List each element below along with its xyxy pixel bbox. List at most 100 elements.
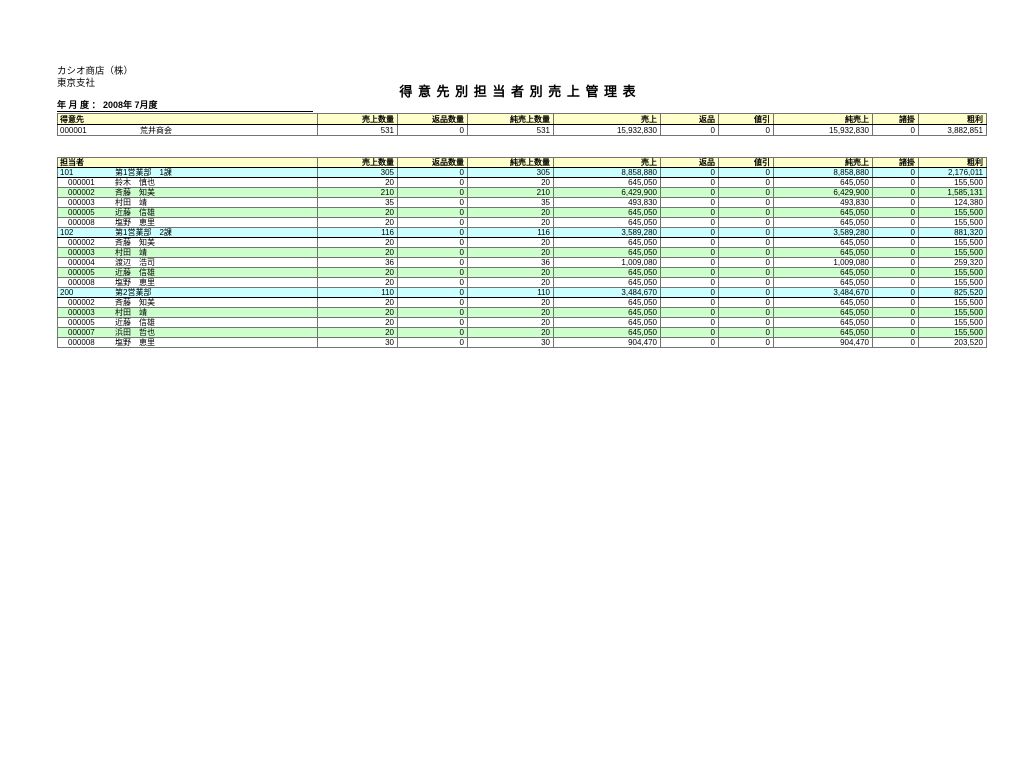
value-cell: 0	[872, 217, 919, 228]
column-header: 返品数量	[397, 157, 468, 168]
value-cell: 0	[397, 287, 468, 298]
value-cell: 0	[397, 337, 468, 348]
row-name: 塩野 恵里	[115, 218, 155, 227]
value-cell: 645,050	[553, 327, 661, 338]
value-cell: 0	[872, 247, 919, 258]
value-cell: 203,520	[918, 337, 987, 348]
row-key-cell: 000002 斉藤 知美	[57, 237, 318, 248]
row-key-cell: 000008 塩野 恵里	[57, 337, 318, 348]
staff-table-header-row: 担当者 売上数量 返品数量 純売上数量 売上 返品 値引 純売上 諸掛 粗利	[57, 157, 987, 168]
value-cell: 645,050	[773, 307, 873, 318]
value-cell: 0	[660, 247, 719, 258]
column-header: 値引	[718, 113, 774, 125]
value-cell: 0	[397, 307, 468, 318]
column-header: 売上数量	[317, 157, 398, 168]
value-cell: 35	[467, 197, 554, 208]
row-key-cell: 102 第1営業部 2課	[57, 227, 318, 238]
table-row: 000002 斉藤 知美 20 0 20 645,050 0 0 645,050 0 155,500	[57, 297, 987, 308]
row-key-cell: 200 第2営業部	[57, 287, 318, 298]
table-row: 000001 鈴木 慎也 20 0 20 645,050 0 0 645,050 0 155,500	[57, 177, 987, 188]
value-cell: 155,500	[918, 297, 987, 308]
value-cell: 0	[718, 327, 774, 338]
value-cell: 155,500	[918, 307, 987, 318]
row-name: 塩野 恵里	[115, 278, 155, 287]
value-cell: 0	[872, 167, 919, 178]
value-cell: 0	[872, 327, 919, 338]
value-cell: 0	[660, 207, 719, 218]
row-name: 村田 靖	[115, 308, 147, 317]
value-cell: 0	[718, 167, 774, 178]
value-cell: 0	[718, 307, 774, 318]
value-cell: 0	[660, 124, 719, 136]
value-cell: 155,500	[918, 247, 987, 258]
value-cell: 0	[397, 247, 468, 258]
value-cell: 0	[660, 297, 719, 308]
value-cell: 645,050	[553, 317, 661, 328]
value-cell: 493,830	[773, 197, 873, 208]
value-cell: 0	[872, 187, 919, 198]
row-name: 村田 靖	[115, 198, 147, 207]
value-cell: 0	[872, 207, 919, 218]
value-cell: 30	[467, 337, 554, 348]
value-cell: 881,320	[918, 227, 987, 238]
column-header-key: 担当者	[57, 157, 318, 168]
value-cell: 20	[317, 247, 398, 258]
value-cell: 0	[872, 124, 919, 136]
value-cell: 0	[718, 337, 774, 348]
value-cell: 20	[467, 327, 554, 338]
row-name: 浜田 哲也	[115, 328, 155, 337]
column-header: 売上	[553, 113, 661, 125]
period-label: 年 月 度 ： 2008年 7月度	[57, 99, 313, 112]
value-cell: 210	[317, 187, 398, 198]
value-cell: 8,858,880	[553, 167, 661, 178]
value-cell: 0	[718, 237, 774, 248]
value-cell: 0	[660, 227, 719, 238]
value-cell: 0	[397, 207, 468, 218]
company-name: カシオ商店（株）	[57, 66, 134, 77]
report-title: 得 意 先 別 担 当 者 別 売 上 管 理 表	[399, 84, 637, 99]
section-row: 200 第2営業部 110 0 110 3,484,670 0 0 3,484,670 0 825,…	[57, 287, 987, 298]
row-key-cell: 000007 浜田 哲也	[57, 327, 318, 338]
column-header: 純売上	[773, 157, 873, 168]
row-code: 000005	[68, 208, 95, 217]
row-key-cell: 101 第1営業部 1課	[57, 167, 318, 178]
value-cell: 20	[317, 307, 398, 318]
value-cell: 0	[660, 237, 719, 248]
value-cell: 0	[718, 277, 774, 288]
value-cell: 3,589,280	[553, 227, 661, 238]
value-cell: 15,932,830	[773, 124, 873, 136]
value-cell: 0	[660, 337, 719, 348]
value-cell: 645,050	[553, 217, 661, 228]
row-code: 200	[60, 288, 74, 297]
row-name: 村田 靖	[115, 248, 147, 257]
value-cell: 3,589,280	[773, 227, 873, 238]
value-cell: 155,500	[918, 267, 987, 278]
row-name: 近藤 信雄	[115, 268, 155, 277]
value-cell: 20	[317, 177, 398, 188]
column-header: 返品	[660, 113, 719, 125]
value-cell: 155,500	[918, 237, 987, 248]
row-name: 塩野 恵里	[115, 338, 155, 347]
table-row: 000004 渡辺 浩司 36 0 36 1,009,080 0 0 1,009,080 0 259…	[57, 257, 987, 268]
value-cell: 0	[718, 197, 774, 208]
table-row: 000005 近藤 信雄 20 0 20 645,050 0 0 645,050 0 155,500	[57, 317, 987, 328]
table-row: 000008 塩野 恵里 30 0 30 904,470 0 0 904,470 0 203,520	[57, 337, 987, 348]
value-cell: 155,500	[918, 277, 987, 288]
value-cell: 20	[317, 327, 398, 338]
value-cell: 155,500	[918, 177, 987, 188]
value-cell: 110	[317, 287, 398, 298]
value-cell: 0	[872, 267, 919, 278]
value-cell: 0	[872, 317, 919, 328]
table-row: 000001 荒井商会 531 0 531 15,932,830 0 0 15,932,830 0…	[57, 124, 987, 136]
company-block: カシオ商店（株） 東京支社	[57, 66, 133, 90]
value-cell: 0	[660, 327, 719, 338]
value-cell: 0	[718, 187, 774, 198]
column-header: 返品	[660, 157, 719, 168]
row-name: 近藤 信雄	[115, 318, 155, 327]
value-cell: 20	[317, 317, 398, 328]
row-name: 斉藤 知美	[115, 298, 155, 307]
value-cell: 0	[872, 177, 919, 188]
value-cell: 155,500	[918, 317, 987, 328]
value-cell: 645,050	[773, 327, 873, 338]
column-header: 粗利	[918, 157, 987, 168]
